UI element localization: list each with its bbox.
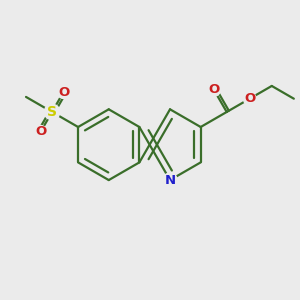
Circle shape xyxy=(208,83,220,96)
Text: O: O xyxy=(58,85,69,98)
Text: O: O xyxy=(244,92,255,105)
Text: S: S xyxy=(47,105,57,119)
Circle shape xyxy=(163,173,177,187)
Circle shape xyxy=(34,125,47,138)
Text: N: N xyxy=(164,174,175,187)
Text: O: O xyxy=(208,83,220,96)
Text: O: O xyxy=(35,125,46,138)
Circle shape xyxy=(44,104,60,120)
Circle shape xyxy=(243,92,256,105)
Circle shape xyxy=(57,86,70,98)
